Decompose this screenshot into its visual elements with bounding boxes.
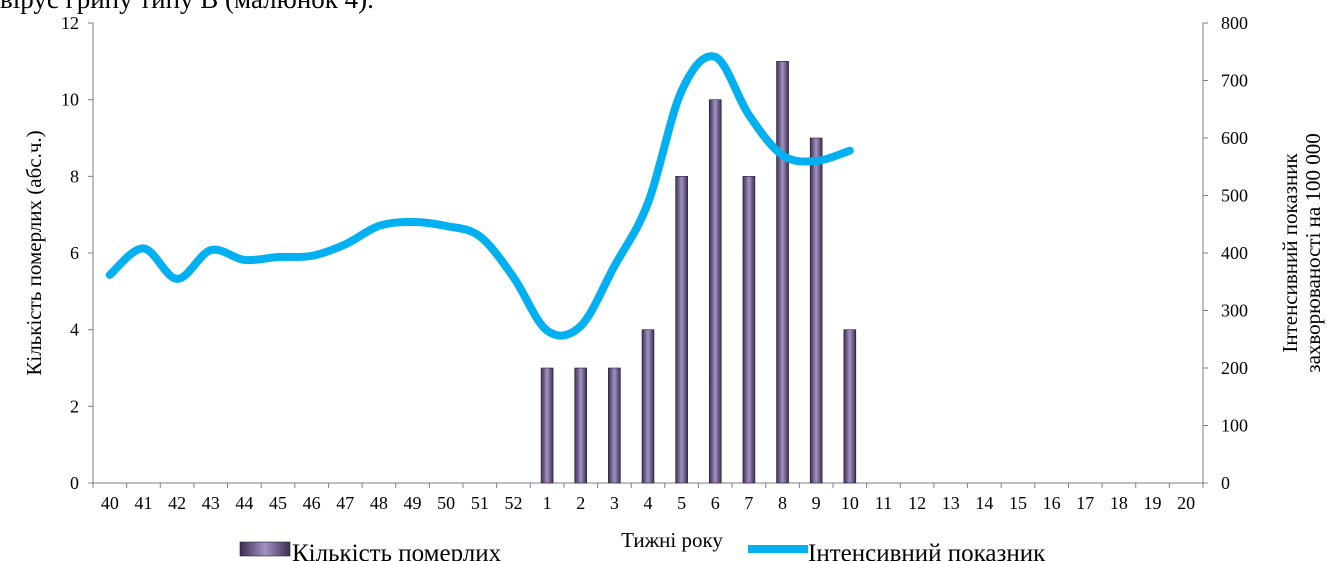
bar — [809, 137, 823, 484]
x-tick-label: 40 — [101, 493, 119, 513]
x-tick-label: 6 — [711, 493, 720, 513]
x-tick-label: 45 — [269, 493, 287, 513]
x-tick-label: 51 — [471, 493, 489, 513]
x-tick-label: 4 — [644, 493, 653, 513]
left-y-tick-label: 2 — [70, 396, 79, 416]
x-tick-label: 49 — [404, 493, 422, 513]
x-tick-label: 2 — [576, 493, 585, 513]
x-tick-label: 12 — [908, 493, 926, 513]
right-y-tick-label: 700 — [1221, 71, 1248, 91]
x-tick-label: 5 — [677, 493, 686, 513]
x-tick-label: 7 — [744, 493, 753, 513]
right-y-tick-label: 400 — [1221, 243, 1248, 263]
x-tick-label: 9 — [812, 493, 821, 513]
x-tick-label: 52 — [504, 493, 522, 513]
legend-group: Кількість померлих Інтенсивний показник — [239, 540, 1046, 561]
bar — [742, 176, 756, 484]
x-tick-label: 48 — [370, 493, 388, 513]
legend-bar-label: Кількість померлих — [292, 540, 502, 561]
x-tick-label: 19 — [1144, 493, 1162, 513]
legend-bar-swatch — [239, 541, 291, 557]
x-tick-label: 50 — [437, 493, 455, 513]
legend-line-label: Інтенсивний показник — [808, 540, 1046, 561]
x-tick-label: 16 — [1043, 493, 1061, 513]
right-y-axis-title-line1: Інтенсивний показник — [1278, 153, 1302, 353]
left-y-tick-label: 8 — [70, 166, 79, 186]
x-tick-label: 18 — [1110, 493, 1128, 513]
right-y-axis-title-line2: захворюваності на 100 000 — [1301, 133, 1325, 372]
right-y-tick-label: 0 — [1221, 473, 1230, 493]
right-y-tick-label: 300 — [1221, 301, 1248, 321]
left-y-tick-label: 12 — [61, 13, 79, 33]
x-tick-label: 10 — [841, 493, 859, 513]
x-tick-label: 47 — [336, 493, 354, 513]
bar — [608, 367, 621, 484]
line-series-path — [105, 52, 854, 340]
x-tick-label: 46 — [303, 493, 321, 513]
x-tick-label: 3 — [610, 493, 619, 513]
bar — [708, 99, 722, 484]
right-y-tick-label: 100 — [1221, 416, 1248, 436]
bar-series-group — [540, 61, 857, 484]
right-y-tick-label: 500 — [1221, 186, 1248, 206]
bar — [776, 61, 789, 484]
bar — [641, 329, 655, 484]
x-tick-label: 42 — [168, 493, 186, 513]
x-axis-title: Тижні року — [621, 528, 723, 552]
x-tick-label: 1 — [543, 493, 552, 513]
bar — [843, 329, 857, 484]
page-top-text: вірус грипу типу В (малюнок 4). — [0, 0, 374, 15]
x-tick-label: 41 — [134, 493, 152, 513]
bar — [540, 367, 554, 484]
right-y-tick-label: 800 — [1221, 13, 1248, 33]
x-tick-label: 11 — [875, 493, 892, 513]
x-tick-label: 17 — [1076, 493, 1094, 513]
right-y-tick-label: 200 — [1221, 358, 1248, 378]
bar — [675, 176, 688, 484]
x-tick-label: 8 — [778, 493, 787, 513]
right-y-tick-label: 600 — [1221, 128, 1248, 148]
x-tick-label: 14 — [975, 493, 993, 513]
x-tick-label: 20 — [1177, 493, 1195, 513]
left-y-axis-title: Кількість померлих (абс.ч.) — [22, 130, 46, 375]
x-tick-label: 15 — [1009, 493, 1027, 513]
left-y-tick-label: 0 — [70, 473, 79, 493]
left-y-tick-label: 10 — [61, 90, 79, 110]
left-y-tick-label: 4 — [70, 320, 79, 340]
line-series-group — [105, 52, 854, 340]
x-tick-label: 43 — [202, 493, 220, 513]
x-tick-label: 44 — [235, 493, 253, 513]
bar — [574, 367, 588, 484]
left-y-tick-label: 6 — [70, 243, 79, 263]
x-tick-label: 13 — [942, 493, 960, 513]
